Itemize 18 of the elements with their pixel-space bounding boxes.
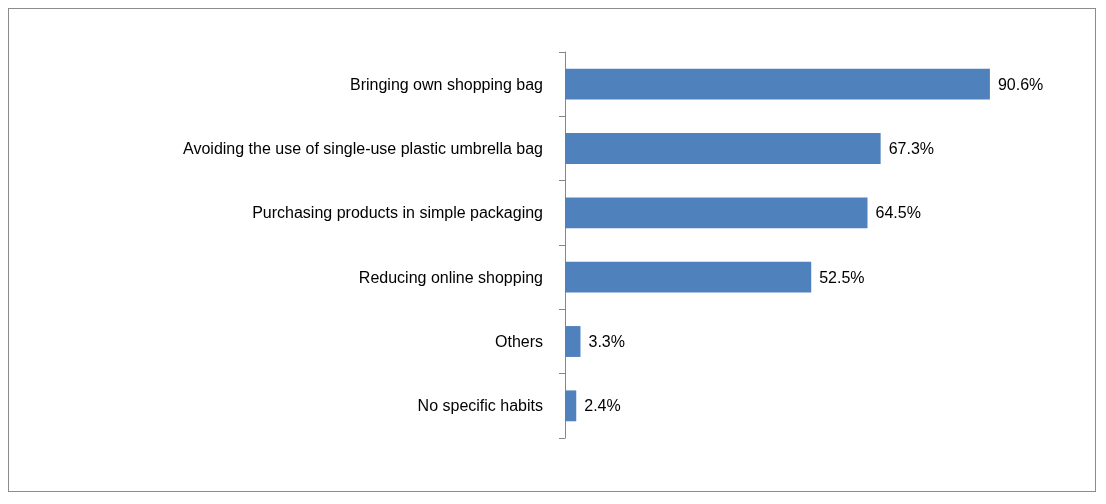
bar	[565, 68, 990, 100]
data-label: 67.3%	[888, 140, 935, 157]
bar	[565, 197, 868, 229]
y-tick-label: No specific habits	[417, 397, 543, 415]
bar	[565, 326, 581, 357]
y-tick-label: Purchasing products in simple packaging	[252, 204, 543, 222]
y-tick-label: Avoiding the use of single-use plastic umbrella bag	[183, 140, 543, 157]
data-label: 2.4%	[584, 397, 621, 415]
bar	[565, 133, 881, 164]
data-label: 90.6%	[997, 75, 1044, 93]
bar	[565, 261, 812, 293]
y-tick-label: Others	[494, 333, 543, 350]
bar	[565, 390, 577, 422]
y-tick-label: Reducing online shopping	[358, 268, 543, 286]
data-label: 64.5%	[875, 204, 921, 222]
y-tick-label: Bringing own shopping bag	[349, 75, 543, 93]
data-label: 3.3%	[588, 333, 625, 350]
data-label: 52.5%	[819, 268, 865, 286]
